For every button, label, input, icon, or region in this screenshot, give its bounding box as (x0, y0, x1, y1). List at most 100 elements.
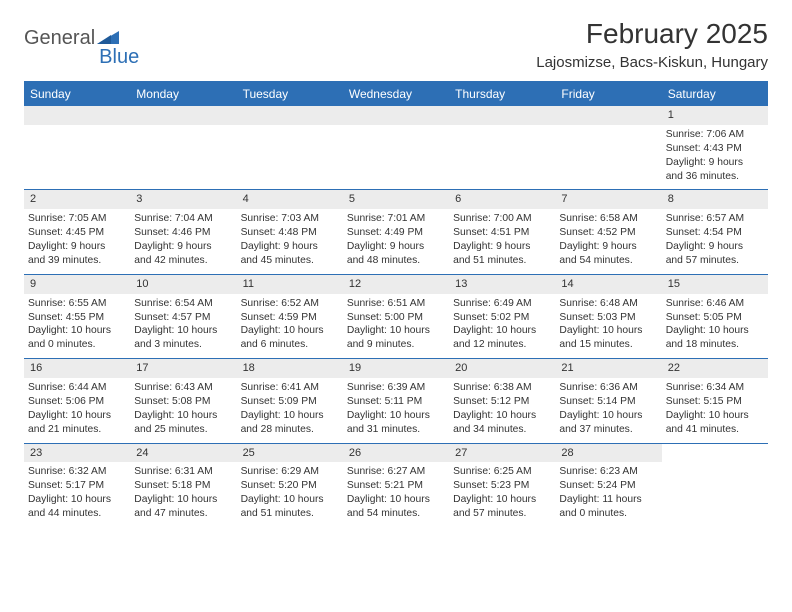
cell-daylight1: Daylight: 10 hours (347, 324, 445, 338)
month-title: February 2025 (536, 18, 768, 50)
cell-daylight1: Daylight: 9 hours (241, 240, 339, 254)
calendar-cell: 8Sunrise: 6:57 AMSunset: 4:54 PMDaylight… (662, 190, 768, 273)
day-number: 10 (130, 275, 236, 294)
calendar-cell: 11Sunrise: 6:52 AMSunset: 4:59 PMDayligh… (237, 275, 343, 358)
cell-sunrise: Sunrise: 6:43 AM (134, 381, 232, 395)
cell-sunset: Sunset: 5:15 PM (666, 395, 764, 409)
cell-daylight2: and 47 minutes. (134, 507, 232, 521)
cell-daylight2: and 37 minutes. (559, 423, 657, 437)
cell-sunrise: Sunrise: 6:27 AM (347, 465, 445, 479)
cell-daylight1: Daylight: 10 hours (347, 493, 445, 507)
cell-daylight1: Daylight: 10 hours (241, 324, 339, 338)
week-row: 23Sunrise: 6:32 AMSunset: 5:17 PMDayligh… (24, 443, 768, 527)
cell-daylight2: and 41 minutes. (666, 423, 764, 437)
day-number: 11 (237, 275, 343, 294)
cell-sunrise: Sunrise: 6:58 AM (559, 212, 657, 226)
cell-daylight1: Daylight: 10 hours (241, 409, 339, 423)
cell-sunset: Sunset: 5:06 PM (28, 395, 126, 409)
cell-daylight2: and 0 minutes. (28, 338, 126, 352)
week-row: 2Sunrise: 7:05 AMSunset: 4:45 PMDaylight… (24, 189, 768, 273)
calendar-cell: 6Sunrise: 7:00 AMSunset: 4:51 PMDaylight… (449, 190, 555, 273)
calendar-cell-empty (24, 106, 130, 189)
cell-daylight2: and 6 minutes. (241, 338, 339, 352)
day-number-empty (130, 106, 236, 125)
cell-sunset: Sunset: 4:43 PM (666, 142, 764, 156)
day-number: 20 (449, 359, 555, 378)
cell-sunrise: Sunrise: 6:51 AM (347, 297, 445, 311)
cell-daylight2: and 18 minutes. (666, 338, 764, 352)
day-number: 19 (343, 359, 449, 378)
dayname-friday: Friday (555, 83, 661, 105)
cell-sunset: Sunset: 5:11 PM (347, 395, 445, 409)
day-number: 7 (555, 190, 661, 209)
day-number: 22 (662, 359, 768, 378)
week-row: 1Sunrise: 7:06 AMSunset: 4:43 PMDaylight… (24, 105, 768, 189)
cell-sunrise: Sunrise: 6:48 AM (559, 297, 657, 311)
location-subtitle: Lajosmizse, Bacs-Kiskun, Hungary (536, 54, 768, 71)
calendar-cell: 24Sunrise: 6:31 AMSunset: 5:18 PMDayligh… (130, 444, 236, 527)
cell-daylight2: and 57 minutes. (453, 507, 551, 521)
calendar-cell: 21Sunrise: 6:36 AMSunset: 5:14 PMDayligh… (555, 359, 661, 442)
cell-daylight2: and 9 minutes. (347, 338, 445, 352)
cell-sunset: Sunset: 5:23 PM (453, 479, 551, 493)
dayname-row: Sunday Monday Tuesday Wednesday Thursday… (24, 83, 768, 105)
calendar-cell-empty (130, 106, 236, 189)
calendar-cell: 27Sunrise: 6:25 AMSunset: 5:23 PMDayligh… (449, 444, 555, 527)
dayname-wednesday: Wednesday (343, 83, 449, 105)
cell-sunset: Sunset: 5:09 PM (241, 395, 339, 409)
cell-sunrise: Sunrise: 6:38 AM (453, 381, 551, 395)
calendar-cell: 3Sunrise: 7:04 AMSunset: 4:46 PMDaylight… (130, 190, 236, 273)
day-number: 9 (24, 275, 130, 294)
calendar-cell: 10Sunrise: 6:54 AMSunset: 4:57 PMDayligh… (130, 275, 236, 358)
calendar-page: General Blue February 2025 Lajosmizse, B… (0, 0, 792, 547)
logo-text-blue: Blue (99, 46, 139, 69)
calendar-cell: 25Sunrise: 6:29 AMSunset: 5:20 PMDayligh… (237, 444, 343, 527)
cell-sunset: Sunset: 4:54 PM (666, 226, 764, 240)
cell-daylight2: and 28 minutes. (241, 423, 339, 437)
day-number-empty (237, 106, 343, 125)
cell-sunrise: Sunrise: 6:31 AM (134, 465, 232, 479)
cell-sunrise: Sunrise: 6:57 AM (666, 212, 764, 226)
cell-daylight1: Daylight: 10 hours (134, 324, 232, 338)
cell-sunset: Sunset: 5:18 PM (134, 479, 232, 493)
cell-sunset: Sunset: 4:48 PM (241, 226, 339, 240)
day-number: 14 (555, 275, 661, 294)
cell-daylight2: and 51 minutes. (453, 254, 551, 268)
cell-daylight1: Daylight: 9 hours (666, 156, 764, 170)
cell-sunrise: Sunrise: 6:46 AM (666, 297, 764, 311)
cell-daylight2: and 15 minutes. (559, 338, 657, 352)
day-number: 5 (343, 190, 449, 209)
cell-daylight1: Daylight: 10 hours (559, 324, 657, 338)
calendar-cell-empty (237, 106, 343, 189)
cell-sunrise: Sunrise: 6:54 AM (134, 297, 232, 311)
calendar-cell: 18Sunrise: 6:41 AMSunset: 5:09 PMDayligh… (237, 359, 343, 442)
cell-sunset: Sunset: 5:03 PM (559, 311, 657, 325)
cell-sunrise: Sunrise: 7:05 AM (28, 212, 126, 226)
cell-daylight2: and 57 minutes. (666, 254, 764, 268)
calendar-cell: 20Sunrise: 6:38 AMSunset: 5:12 PMDayligh… (449, 359, 555, 442)
cell-daylight2: and 51 minutes. (241, 507, 339, 521)
cell-daylight1: Daylight: 10 hours (559, 409, 657, 423)
calendar-cell: 1Sunrise: 7:06 AMSunset: 4:43 PMDaylight… (662, 106, 768, 189)
cell-sunrise: Sunrise: 7:01 AM (347, 212, 445, 226)
cell-sunrise: Sunrise: 7:04 AM (134, 212, 232, 226)
cell-sunset: Sunset: 5:12 PM (453, 395, 551, 409)
dayname-saturday: Saturday (662, 83, 768, 105)
logo: General Blue (24, 18, 139, 59)
cell-sunset: Sunset: 5:20 PM (241, 479, 339, 493)
header: General Blue February 2025 Lajosmizse, B… (24, 18, 768, 71)
calendar-cell: 13Sunrise: 6:49 AMSunset: 5:02 PMDayligh… (449, 275, 555, 358)
day-number: 28 (555, 444, 661, 463)
cell-sunrise: Sunrise: 6:39 AM (347, 381, 445, 395)
cell-sunset: Sunset: 5:17 PM (28, 479, 126, 493)
cell-sunrise: Sunrise: 7:00 AM (453, 212, 551, 226)
cell-sunset: Sunset: 5:24 PM (559, 479, 657, 493)
calendar-cell: 9Sunrise: 6:55 AMSunset: 4:55 PMDaylight… (24, 275, 130, 358)
calendar-grid: Sunday Monday Tuesday Wednesday Thursday… (24, 81, 768, 527)
cell-sunset: Sunset: 4:52 PM (559, 226, 657, 240)
day-number: 8 (662, 190, 768, 209)
day-number: 2 (24, 190, 130, 209)
cell-daylight1: Daylight: 11 hours (559, 493, 657, 507)
cell-sunset: Sunset: 5:08 PM (134, 395, 232, 409)
cell-daylight1: Daylight: 10 hours (134, 493, 232, 507)
